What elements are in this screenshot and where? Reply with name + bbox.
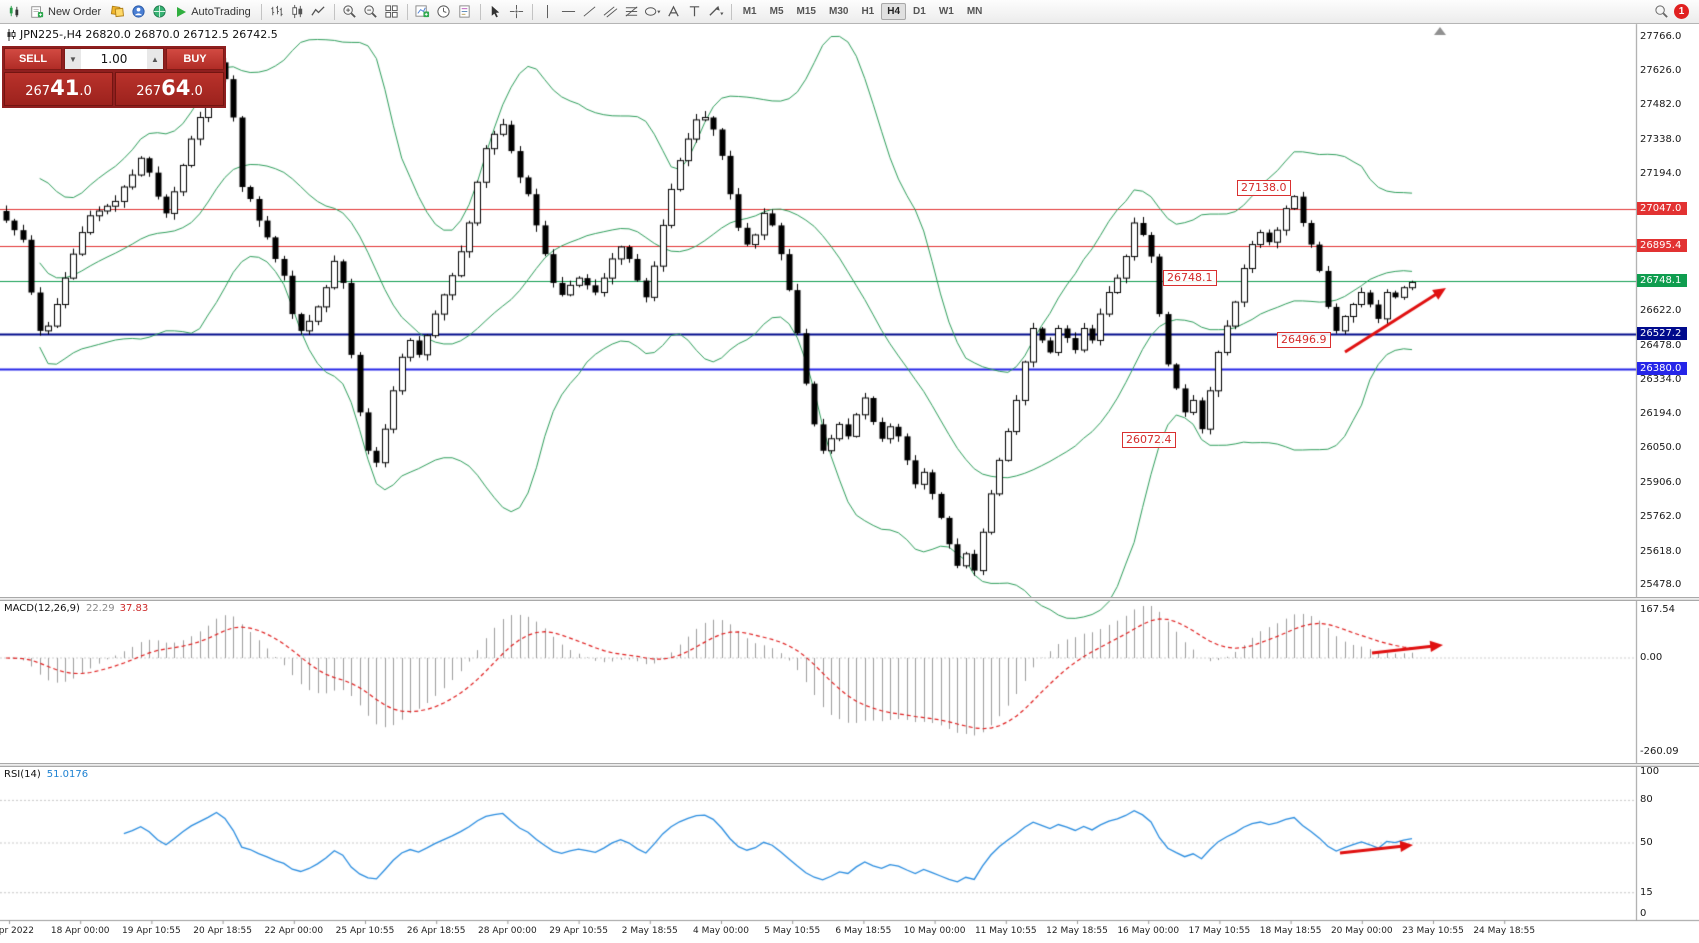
buy-button[interactable]: BUY: [166, 48, 224, 70]
price-annotation-box[interactable]: 26496.9: [1277, 332, 1331, 349]
shapes-tool-icon[interactable]: [643, 2, 663, 22]
lot-size-input[interactable]: [81, 49, 147, 69]
timeframe-mn-button[interactable]: MN: [966, 6, 983, 17]
sell-price-display[interactable]: 267 41.0: [4, 72, 113, 106]
autotrading-play-icon: [175, 6, 187, 18]
line-chart-icon[interactable]: [309, 2, 329, 22]
new-order-label: New Order: [48, 5, 102, 18]
timeframe-m30-button[interactable]: M30: [828, 6, 849, 17]
timeframe-m5-button[interactable]: M5: [769, 6, 784, 17]
toolbar-separator: [406, 3, 408, 20]
rsi-indicator-label: RSI(14) 51.0176: [4, 769, 89, 780]
indicators-icon[interactable]: [413, 2, 433, 22]
timeframe-d1-button[interactable]: D1: [913, 6, 926, 17]
navigator-icon[interactable]: [149, 2, 169, 22]
zoom-in-icon[interactable]: [340, 2, 360, 22]
lot-size-field: ▼ ▲: [64, 48, 164, 70]
bar-chart-icon[interactable]: [267, 2, 287, 22]
horizontal-line-tool-icon[interactable]: [559, 2, 579, 22]
toolbar-separator: [479, 3, 481, 20]
buy-price-display[interactable]: 267 64.0: [115, 72, 224, 106]
price-annotation-box[interactable]: 26748.1: [1163, 270, 1217, 287]
arrow-objects-tool-icon[interactable]: [706, 2, 726, 22]
main-toolbar: New Order AutoTrading: [0, 0, 1699, 24]
channel-tool-icon[interactable]: [601, 2, 621, 22]
symbol-ohlc-text: JPN225-,H4 26820.0 26870.0 26712.5 26742…: [20, 28, 278, 41]
symbol-ohlc-readout: JPN225-,H4 26820.0 26870.0 26712.5 26742…: [6, 28, 278, 41]
fibonacci-tool-icon[interactable]: [622, 2, 642, 22]
autotrading-label: AutoTrading: [191, 5, 251, 18]
text-tool-icon[interactable]: [664, 2, 684, 22]
timeframe-m1-button[interactable]: M1: [742, 6, 757, 17]
search-icon[interactable]: [1651, 2, 1671, 22]
price-annotation-box[interactable]: 26072.4: [1122, 431, 1176, 448]
data-window-icon[interactable]: [128, 2, 148, 22]
autotrading-button[interactable]: AutoTrading: [170, 2, 256, 22]
toolbar-separator: [531, 3, 533, 20]
toolbar-separator: [730, 3, 732, 20]
timeframe-m15-button[interactable]: M15: [796, 6, 816, 17]
lot-increase-button[interactable]: ▲: [147, 49, 163, 69]
text-label-tool-icon[interactable]: [685, 2, 705, 22]
vertical-line-tool-icon[interactable]: [538, 2, 558, 22]
new-chart-icon[interactable]: [4, 2, 24, 22]
timeframe-h4-button[interactable]: H4: [881, 3, 907, 20]
notification-badge[interactable]: 1: [1674, 4, 1689, 19]
macd-pane-separator[interactable]: [0, 597, 1699, 601]
macd-indicator-label: MACD(12,26,9) 22.29 37.83: [4, 603, 149, 614]
lot-decrease-button[interactable]: ▼: [65, 49, 81, 69]
periods-icon[interactable]: [434, 2, 454, 22]
candlestick-chart-icon[interactable]: [288, 2, 308, 22]
templates-icon[interactable]: [455, 2, 475, 22]
new-order-icon: [30, 5, 44, 19]
toolbar-separator: [333, 3, 335, 20]
zoom-out-icon[interactable]: [361, 2, 381, 22]
market-watch-icon[interactable]: [107, 2, 127, 22]
symbol-candle-icon: [6, 28, 16, 41]
timeframe-w1-button[interactable]: W1: [938, 6, 954, 17]
sell-button[interactable]: SELL: [4, 48, 62, 70]
toolbar-separator: [260, 3, 262, 20]
trendline-tool-icon[interactable]: [580, 2, 600, 22]
timeframe-h1-button[interactable]: H1: [861, 6, 875, 17]
cursor-icon[interactable]: [486, 2, 506, 22]
crosshair-icon[interactable]: [507, 2, 527, 22]
tile-windows-icon[interactable]: [382, 2, 402, 22]
rsi-pane-separator[interactable]: [0, 763, 1699, 767]
new-order-button[interactable]: New Order: [25, 2, 106, 22]
price-annotation-box[interactable]: 27138.0: [1237, 179, 1291, 196]
